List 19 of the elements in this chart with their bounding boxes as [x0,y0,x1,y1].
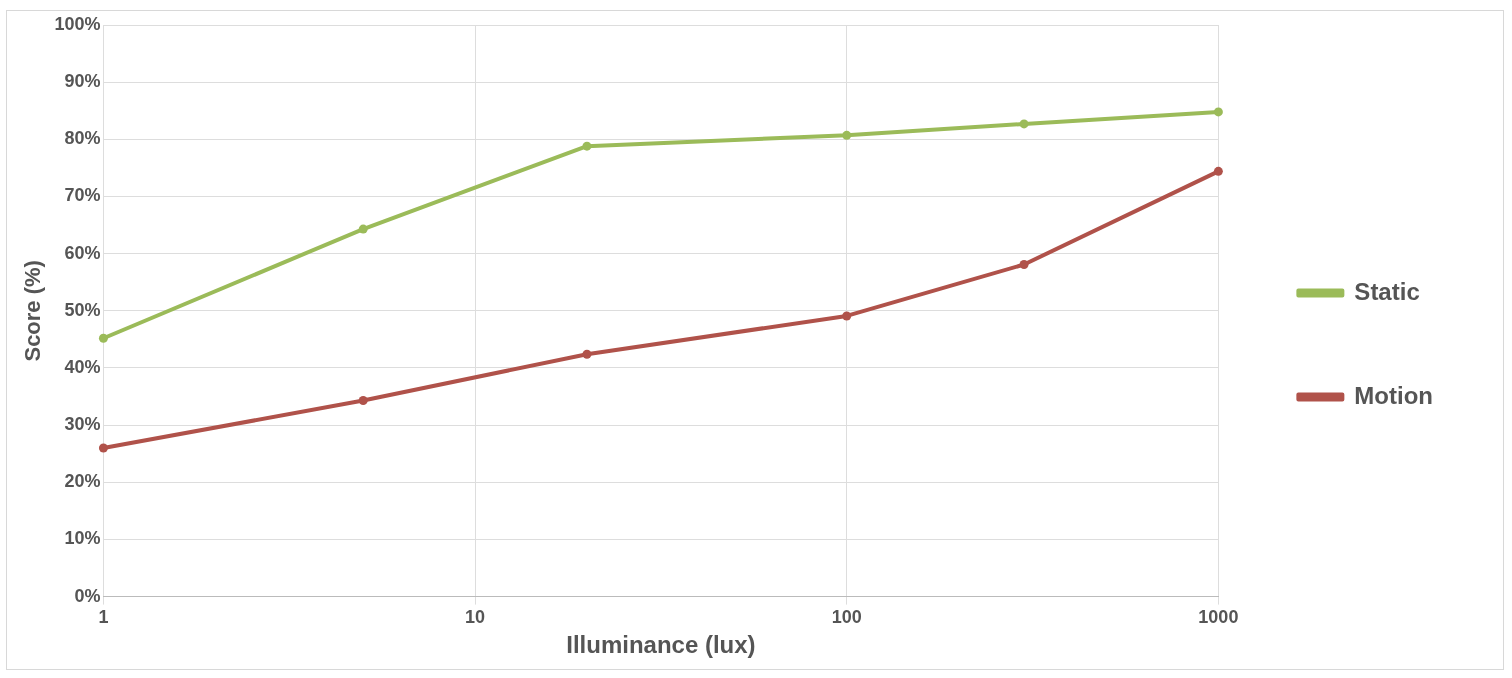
legend-label: Motion [1354,381,1434,409]
y-tick-label: 40% [64,356,101,377]
x-tick-label: 10 [465,607,486,628]
y-tick-label: 20% [64,471,101,492]
y-tick-label: 30% [64,414,101,435]
y-tick-label: 80% [64,128,101,149]
y-tick-label: 100% [54,13,101,34]
y-tick-label: 50% [64,299,101,320]
x-tick-label: 1000 [1198,607,1239,628]
y-axis-title: Score (%) [20,260,46,362]
y-tick-label: 10% [64,528,101,549]
y-tick-label: 0% [74,585,101,606]
x-tick-label: 1 [98,607,109,628]
y-tick-label: 90% [64,71,101,92]
y-tick-label: 70% [64,185,101,206]
y-tick-label: 60% [64,242,101,263]
x-axis-title: Illuminance (lux) [566,631,756,659]
legend-label: Static [1354,277,1420,305]
x-tick-label: 100 [831,607,862,628]
